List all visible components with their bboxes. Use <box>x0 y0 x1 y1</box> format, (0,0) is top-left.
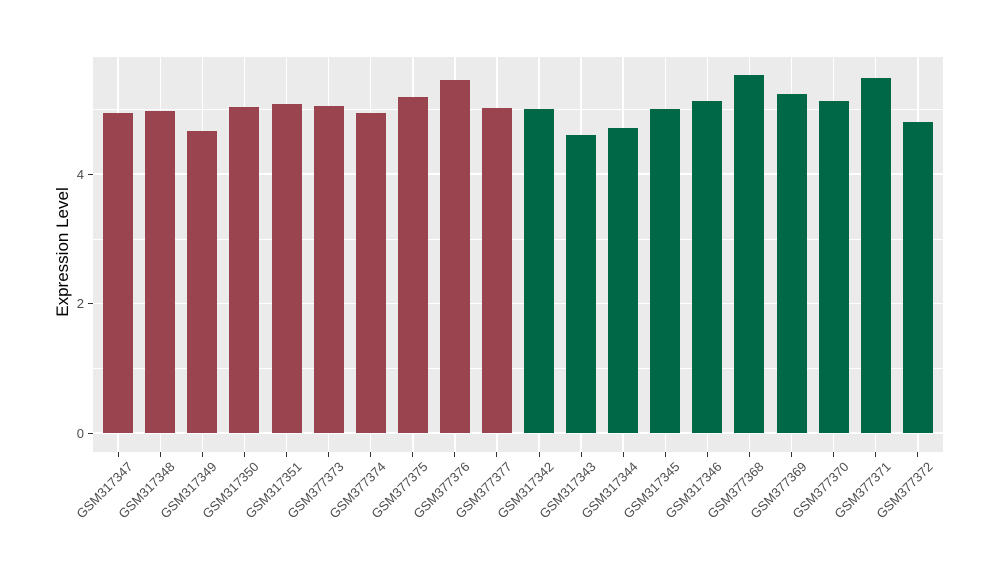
bar-GSM377370 <box>818 101 849 433</box>
bar-GSM317351 <box>271 104 302 433</box>
bar-GSM377371 <box>860 77 891 433</box>
bar-GSM317349 <box>187 130 218 433</box>
y-tick-label-4: 4 <box>76 166 84 182</box>
x-tick-mark-GSM317351 <box>286 452 288 457</box>
bar-GSM317350 <box>229 106 260 433</box>
x-tick-mark-GSM317350 <box>243 452 245 457</box>
bar-GSM377374 <box>355 112 386 433</box>
x-tick-mark-GSM377370 <box>833 452 835 457</box>
y-tick-mark-2 <box>88 303 93 305</box>
bar-GSM377376 <box>439 80 470 433</box>
minor-gridline-y5 <box>93 109 943 110</box>
x-tick-mark-GSM377371 <box>875 452 877 457</box>
major-gridline-y2 <box>93 302 943 305</box>
bar-GSM317344 <box>608 127 639 433</box>
x-tick-mark-GSM317342 <box>538 452 540 457</box>
x-tick-mark-GSM377368 <box>748 452 750 457</box>
bar-GSM317346 <box>692 101 723 433</box>
x-tick-mark-GSM317349 <box>201 452 203 457</box>
bar-GSM317342 <box>524 108 555 433</box>
x-tick-mark-GSM377376 <box>454 452 456 457</box>
x-tick-mark-GSM377372 <box>917 452 919 457</box>
major-gridline-y0 <box>93 432 943 434</box>
minor-gridline-y1 <box>93 367 943 369</box>
bar-GSM317345 <box>650 108 681 433</box>
x-tick-mark-GSM377369 <box>791 452 792 457</box>
x-tick-mark-GSM317345 <box>664 452 666 457</box>
y-tick-mark-0 <box>88 432 93 434</box>
major-gridline-y4 <box>93 173 943 175</box>
x-tick-mark-GSM317343 <box>580 452 582 457</box>
bar-GSM377368 <box>734 75 765 433</box>
bar-GSM377377 <box>481 107 512 433</box>
x-tick-mark-GSM317348 <box>159 452 161 457</box>
minor-gridline-y3 <box>93 238 943 240</box>
bar-GSM377372 <box>902 121 933 433</box>
y-tick-mark-4 <box>88 173 93 175</box>
x-tick-mark-GSM377373 <box>328 452 330 457</box>
x-tick-mark-GSM377374 <box>370 452 372 457</box>
x-tick-mark-GSM317346 <box>706 452 708 457</box>
y-tick-label-2: 2 <box>76 296 84 312</box>
bar-GSM317347 <box>103 112 134 433</box>
bar-GSM377373 <box>313 105 344 433</box>
bar-GSM317343 <box>566 134 597 433</box>
bar-GSM377375 <box>397 97 428 433</box>
x-tick-mark-GSM377375 <box>412 452 414 457</box>
bar-GSM377369 <box>776 93 807 433</box>
plot-panel <box>93 57 943 452</box>
x-tick-mark-GSM317347 <box>117 452 119 457</box>
bar-GSM317348 <box>145 111 176 433</box>
x-tick-mark-GSM377377 <box>496 452 498 457</box>
x-tick-mark-GSM317344 <box>622 452 624 457</box>
y-tick-label-0: 0 <box>76 425 84 441</box>
